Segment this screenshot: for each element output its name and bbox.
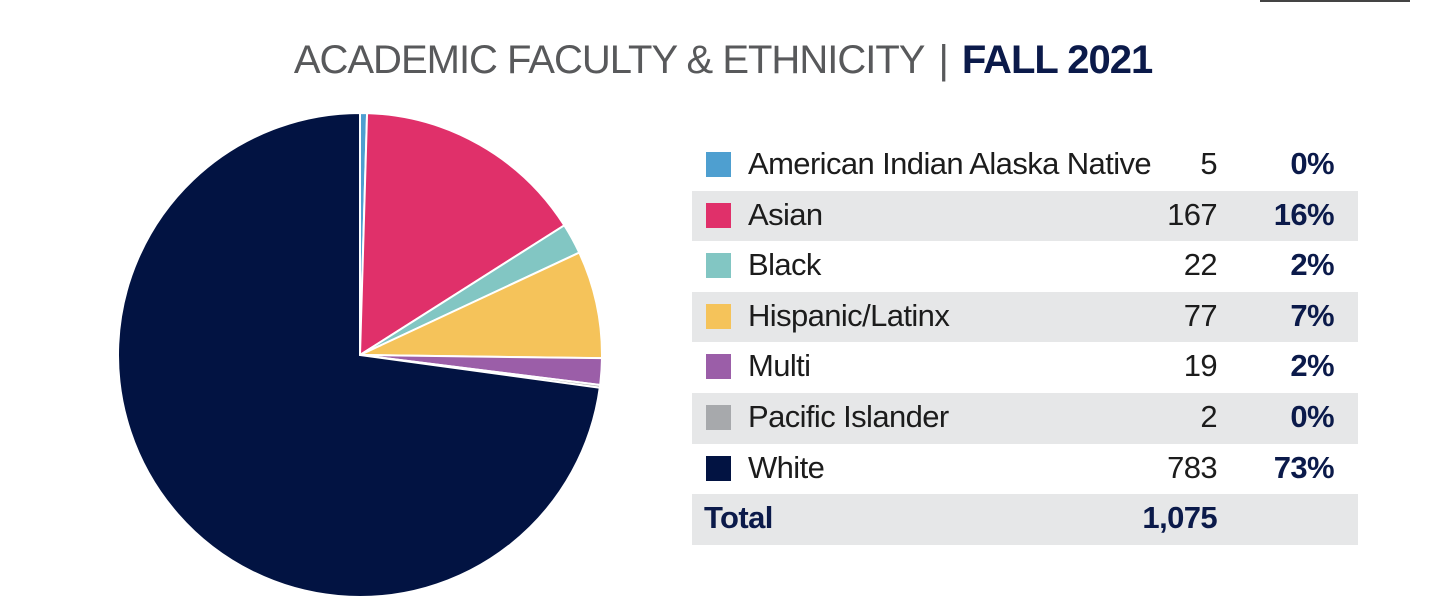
legend-label: Multi — [748, 348, 811, 384]
legend-count: 77 — [1183, 297, 1218, 333]
legend-swatch — [706, 253, 731, 279]
legend-label: Pacific Islander — [748, 398, 949, 434]
legend-percent: 7% — [1290, 297, 1334, 333]
legend-percent: 0% — [1290, 398, 1334, 434]
legend-count: 2 — [1200, 398, 1217, 434]
legend-percent: 73% — [1273, 449, 1335, 485]
legend-row: Pacific Islander 2 0% — [692, 392, 1358, 444]
title-separator: | — [938, 38, 948, 82]
legend-row: Black 22 2% — [692, 241, 1358, 292]
legend-row: Multi 19 2% — [692, 342, 1358, 393]
legend-row: American Indian Alaska Native 5 0% — [692, 140, 1358, 191]
legend-label: Asian — [748, 196, 823, 232]
legend-count: 5 — [1200, 146, 1217, 181]
legend-count: 22 — [1183, 247, 1218, 283]
legend-percent: 2% — [1290, 348, 1334, 384]
legend-table: American Indian Alaska Native 5 0% Asian 167… — [692, 140, 1358, 545]
legend-swatch — [706, 152, 731, 177]
pie-slice-1 — [358, 112, 566, 357]
legend-count: 783 — [1167, 449, 1218, 485]
legend-swatch — [706, 303, 731, 329]
legend-percent: 0% — [1290, 146, 1334, 181]
legend-label: Hispanic/Latinx — [748, 297, 950, 333]
legend-swatch — [706, 202, 731, 228]
legend-row: White 783 73% — [692, 444, 1358, 495]
legend-row: Hispanic/Latinx 77 7% — [692, 291, 1358, 343]
top-rule — [1260, 0, 1410, 2]
total-label: Total — [704, 500, 773, 536]
pie-slice-6 — [117, 111, 601, 598]
legend-swatch — [706, 404, 731, 430]
total-count: 1,075 — [1142, 500, 1217, 536]
total-row: Total 1,075 — [692, 494, 1358, 545]
legend-percent: 16% — [1273, 196, 1335, 232]
legend-swatch — [706, 354, 731, 380]
chart-title: ACADEMIC FACULTY & ETHNICITY | FALL 2021 — [0, 38, 1446, 83]
legend-percent: 2% — [1290, 247, 1334, 283]
legend-label: White — [748, 449, 825, 485]
title-main: ACADEMIC FACULTY & ETHNICITY — [293, 38, 926, 82]
legend-swatch — [706, 455, 731, 481]
legend-count: 167 — [1167, 196, 1218, 232]
pie-slice-3 — [359, 251, 603, 360]
legend-row: Asian 167 16% — [692, 190, 1358, 242]
legend-label: Black — [748, 247, 821, 283]
legend-count: 19 — [1183, 348, 1218, 384]
title-year: FALL 2021 — [961, 38, 1153, 82]
legend-label: American Indian Alaska Native — [748, 146, 1152, 181]
